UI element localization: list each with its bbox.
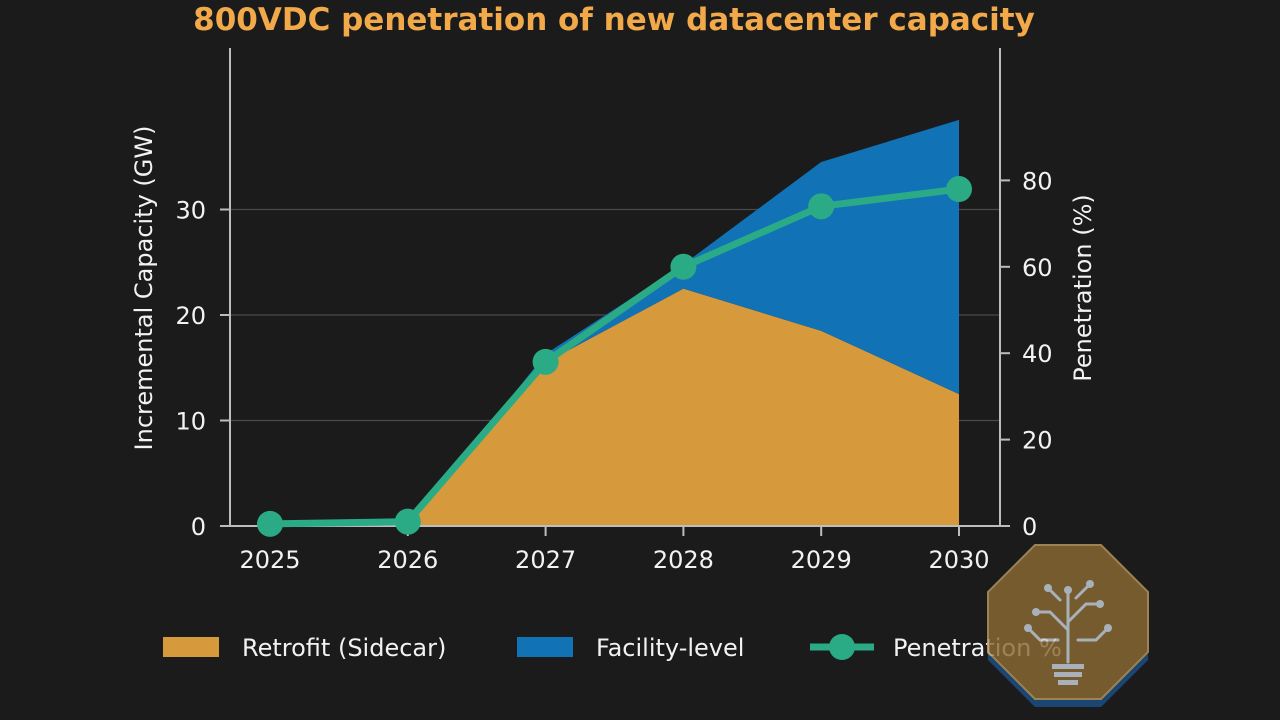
circuit-tree-bulb-icon xyxy=(987,544,1149,707)
penetration-point-2027 xyxy=(532,348,559,375)
penetration-point-2029 xyxy=(808,193,835,220)
legend-swatch-retrofit xyxy=(163,637,219,657)
x-tick-label-2027: 2027 xyxy=(515,546,576,574)
y2-tick-label-40: 40 xyxy=(1022,340,1053,368)
y2-tick-label-20: 20 xyxy=(1022,427,1053,455)
legend-swatch-facility xyxy=(517,637,573,657)
y2-axis-label: Penetration (%) xyxy=(1069,194,1097,381)
x-tick-label-2025: 2025 xyxy=(239,546,300,574)
y-tick-label-0: 0 xyxy=(191,513,206,541)
x-tick-label-2028: 2028 xyxy=(653,546,714,574)
area-retrofit-sidecar xyxy=(270,288,959,526)
penetration-point-2026 xyxy=(394,508,421,535)
chart-title: 800VDC penetration of new datacenter cap… xyxy=(193,2,1035,38)
y-tick-label-30: 30 xyxy=(175,197,206,225)
x-tick-label-2029: 2029 xyxy=(791,546,852,574)
y-tick-label-20: 20 xyxy=(175,302,206,330)
legend-label-retrofit: Retrofit (Sidecar) xyxy=(242,634,446,662)
y2-tick-label-0: 0 xyxy=(1022,513,1037,541)
penetration-point-2028 xyxy=(670,253,697,280)
y-axis-label: Incremental Capacity (GW) xyxy=(130,126,158,451)
penetration-point-2025 xyxy=(257,510,283,537)
penetration-line-layer xyxy=(257,176,972,537)
legend-label-facility: Facility-level xyxy=(596,634,744,662)
penetration-line xyxy=(269,185,960,528)
penetration-point-2030 xyxy=(946,176,972,203)
x-tick-label-2026: 2026 xyxy=(377,546,438,574)
x-tick-label-2030: 2030 xyxy=(928,546,989,574)
y-tick-label-10: 10 xyxy=(175,408,206,436)
y2-tick-label-80: 80 xyxy=(1022,167,1053,195)
y2-tick-label-60: 60 xyxy=(1022,254,1053,282)
legend-swatch-penetration-marker xyxy=(829,634,855,660)
area-layer xyxy=(270,119,959,526)
legend: Retrofit (Sidecar) Facility-level Penetr… xyxy=(163,634,1062,662)
